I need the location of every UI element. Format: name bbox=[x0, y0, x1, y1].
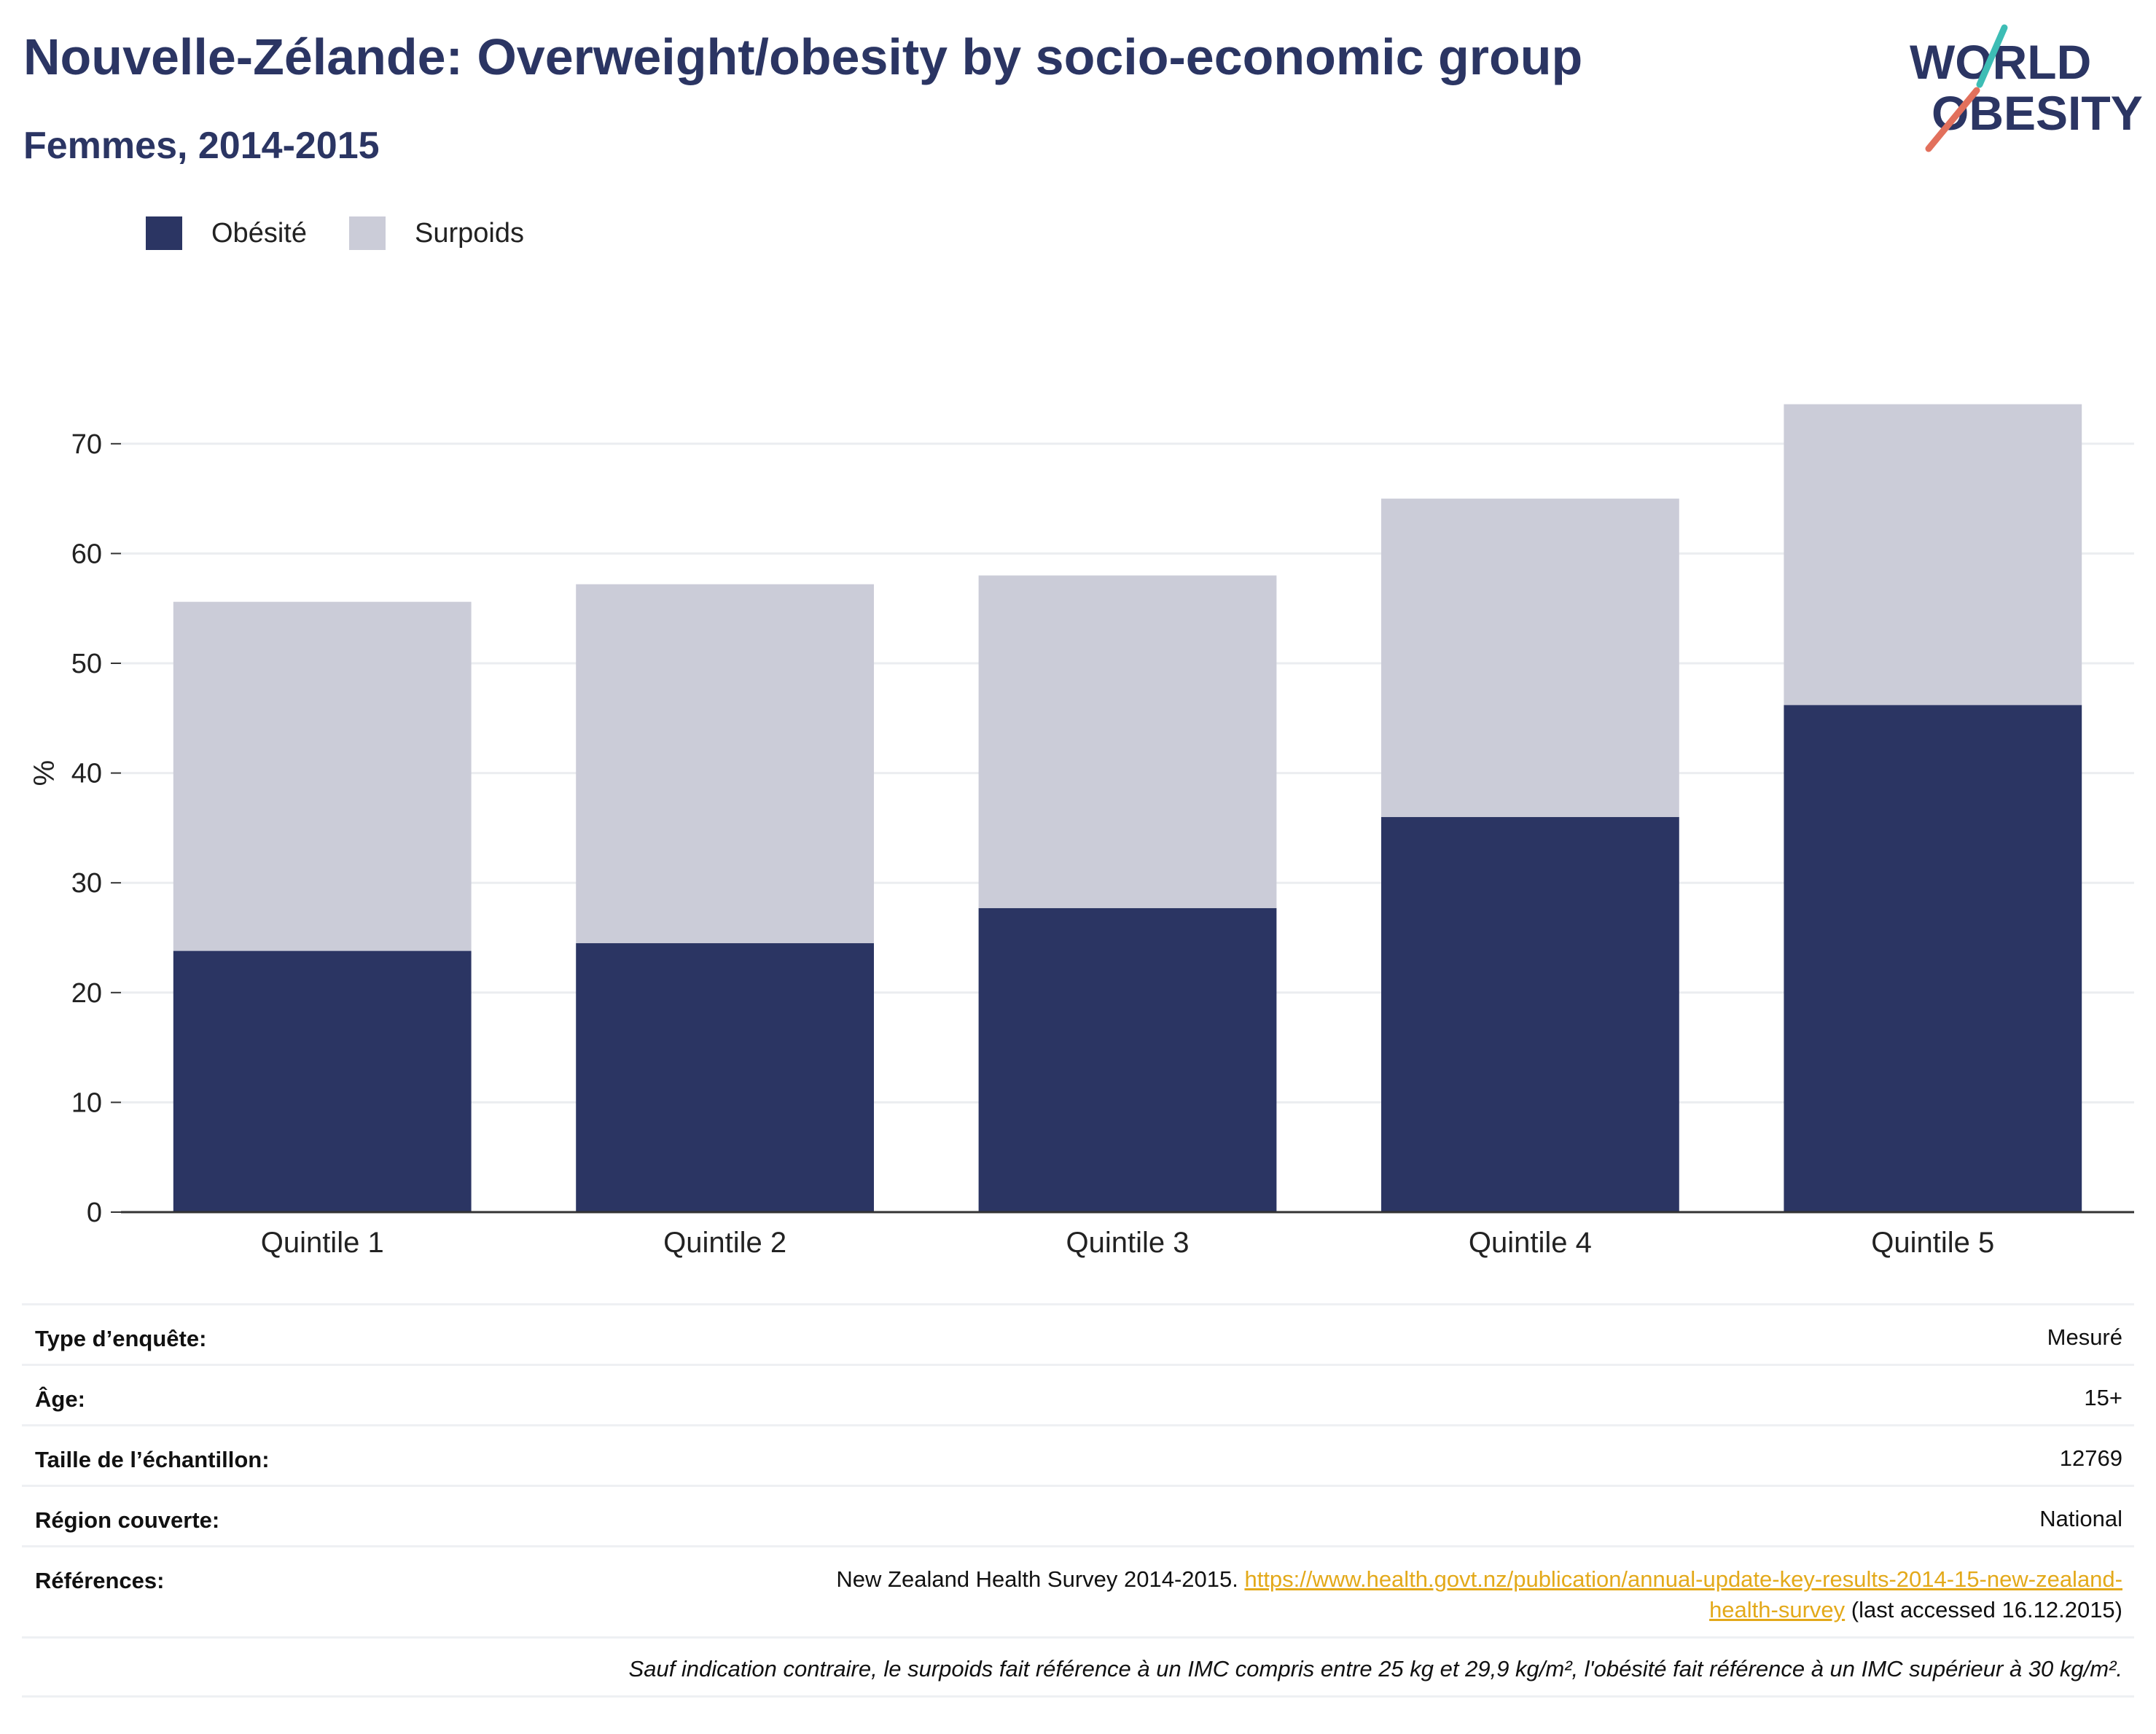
x-tick-label: Quintile 3 bbox=[1066, 1227, 1190, 1259]
bar-obesity bbox=[576, 943, 874, 1212]
meta-row-age: Âge: 15+ bbox=[22, 1364, 2134, 1424]
meta-row-survey-type: Type d’enquête: Mesuré bbox=[22, 1303, 2134, 1364]
meta-value: 15+ bbox=[2084, 1385, 2122, 1410]
bar-obesity bbox=[1381, 816, 1679, 1212]
y-tick-label: 0 bbox=[87, 1198, 102, 1228]
bar-obesity bbox=[173, 950, 472, 1212]
meta-label: Références: bbox=[35, 1568, 165, 1593]
logo-slash-coral bbox=[1925, 87, 1980, 152]
y-tick-label: 60 bbox=[71, 539, 102, 569]
chart-legend: Obésité Surpoids bbox=[146, 216, 566, 250]
legend-item-overweight[interactable]: Surpoids bbox=[348, 216, 524, 250]
legend-label-obesity: Obésité bbox=[211, 217, 307, 249]
x-tick-label: Quintile 4 bbox=[1469, 1227, 1592, 1259]
survey-metadata: Type d’enquête: Mesuré Âge: 15+ Taille d… bbox=[22, 1303, 2134, 1698]
meta-label: Région couverte: bbox=[35, 1507, 220, 1533]
references-accessed: (last accessed 16.12.2015) bbox=[1845, 1597, 2122, 1622]
x-tick-label: Quintile 5 bbox=[1871, 1227, 1994, 1259]
legend-swatch-obesity bbox=[146, 216, 182, 250]
meta-row-references: Références: New Zealand Health Survey 20… bbox=[22, 1545, 2134, 1636]
bar-overweight bbox=[1784, 404, 2082, 706]
meta-row-sample-size: Taille de l’échantillon: 12769 bbox=[22, 1424, 2134, 1485]
legend-swatch-overweight bbox=[348, 216, 386, 250]
reference-link[interactable]: https://www.health.govt.nz/publication/a… bbox=[1244, 1566, 2122, 1592]
meta-label: Taille de l’échantillon: bbox=[35, 1447, 270, 1472]
meta-label: Âge: bbox=[35, 1386, 85, 1412]
meta-value: Mesuré bbox=[2047, 1324, 2122, 1350]
y-tick-label: 70 bbox=[71, 429, 102, 460]
references-value: New Zealand Health Survey 2014-2015. htt… bbox=[836, 1564, 2122, 1625]
meta-value: 12769 bbox=[2059, 1445, 2122, 1471]
x-tick-label: Quintile 1 bbox=[261, 1227, 384, 1259]
definition-footnote: Sauf indication contraire, le surpoids f… bbox=[22, 1636, 2134, 1698]
y-tick-label: 10 bbox=[71, 1087, 102, 1118]
bar-obesity bbox=[978, 907, 1277, 1212]
meta-row-region: Région couverte: National bbox=[22, 1485, 2134, 1545]
legend-label-overweight: Surpoids bbox=[414, 217, 524, 249]
chart-title: Nouvelle-Zélande: Overweight/obesity by … bbox=[23, 28, 1583, 85]
world-obesity-logo: WORLD OBESITY bbox=[1910, 24, 2143, 152]
y-tick-label: 30 bbox=[71, 868, 102, 899]
bar-overweight bbox=[576, 584, 874, 944]
chart-subtitle: Femmes, 2014-2015 bbox=[23, 125, 380, 167]
bar-obesity bbox=[1784, 705, 2082, 1212]
meta-label: Type d’enquête: bbox=[35, 1326, 207, 1351]
meta-value: National bbox=[2039, 1506, 2122, 1531]
bar-overweight bbox=[173, 601, 472, 951]
references-text: New Zealand Health Survey 2014-2015. bbox=[836, 1566, 1245, 1592]
logo-slash-teal bbox=[1976, 24, 2008, 88]
y-tick-label: 40 bbox=[71, 759, 102, 789]
y-tick-label: 20 bbox=[71, 978, 102, 1009]
reference-link-continued[interactable]: health-survey bbox=[1709, 1597, 1846, 1622]
bar-overweight bbox=[978, 575, 1277, 908]
legend-item-obesity[interactable]: Obésité bbox=[146, 216, 307, 250]
logo-line-2: OBESITY bbox=[1932, 86, 2143, 140]
y-axis-label: % bbox=[28, 760, 60, 786]
stacked-bar-chart: 0 10 20 30 40 50 60 70% Quintile 1 Quintile 2 Quin… bbox=[28, 404, 2134, 1259]
x-tick-label: Quintile 2 bbox=[663, 1227, 786, 1259]
y-tick-label: 50 bbox=[71, 649, 102, 679]
bar-overweight bbox=[1381, 499, 1679, 817]
